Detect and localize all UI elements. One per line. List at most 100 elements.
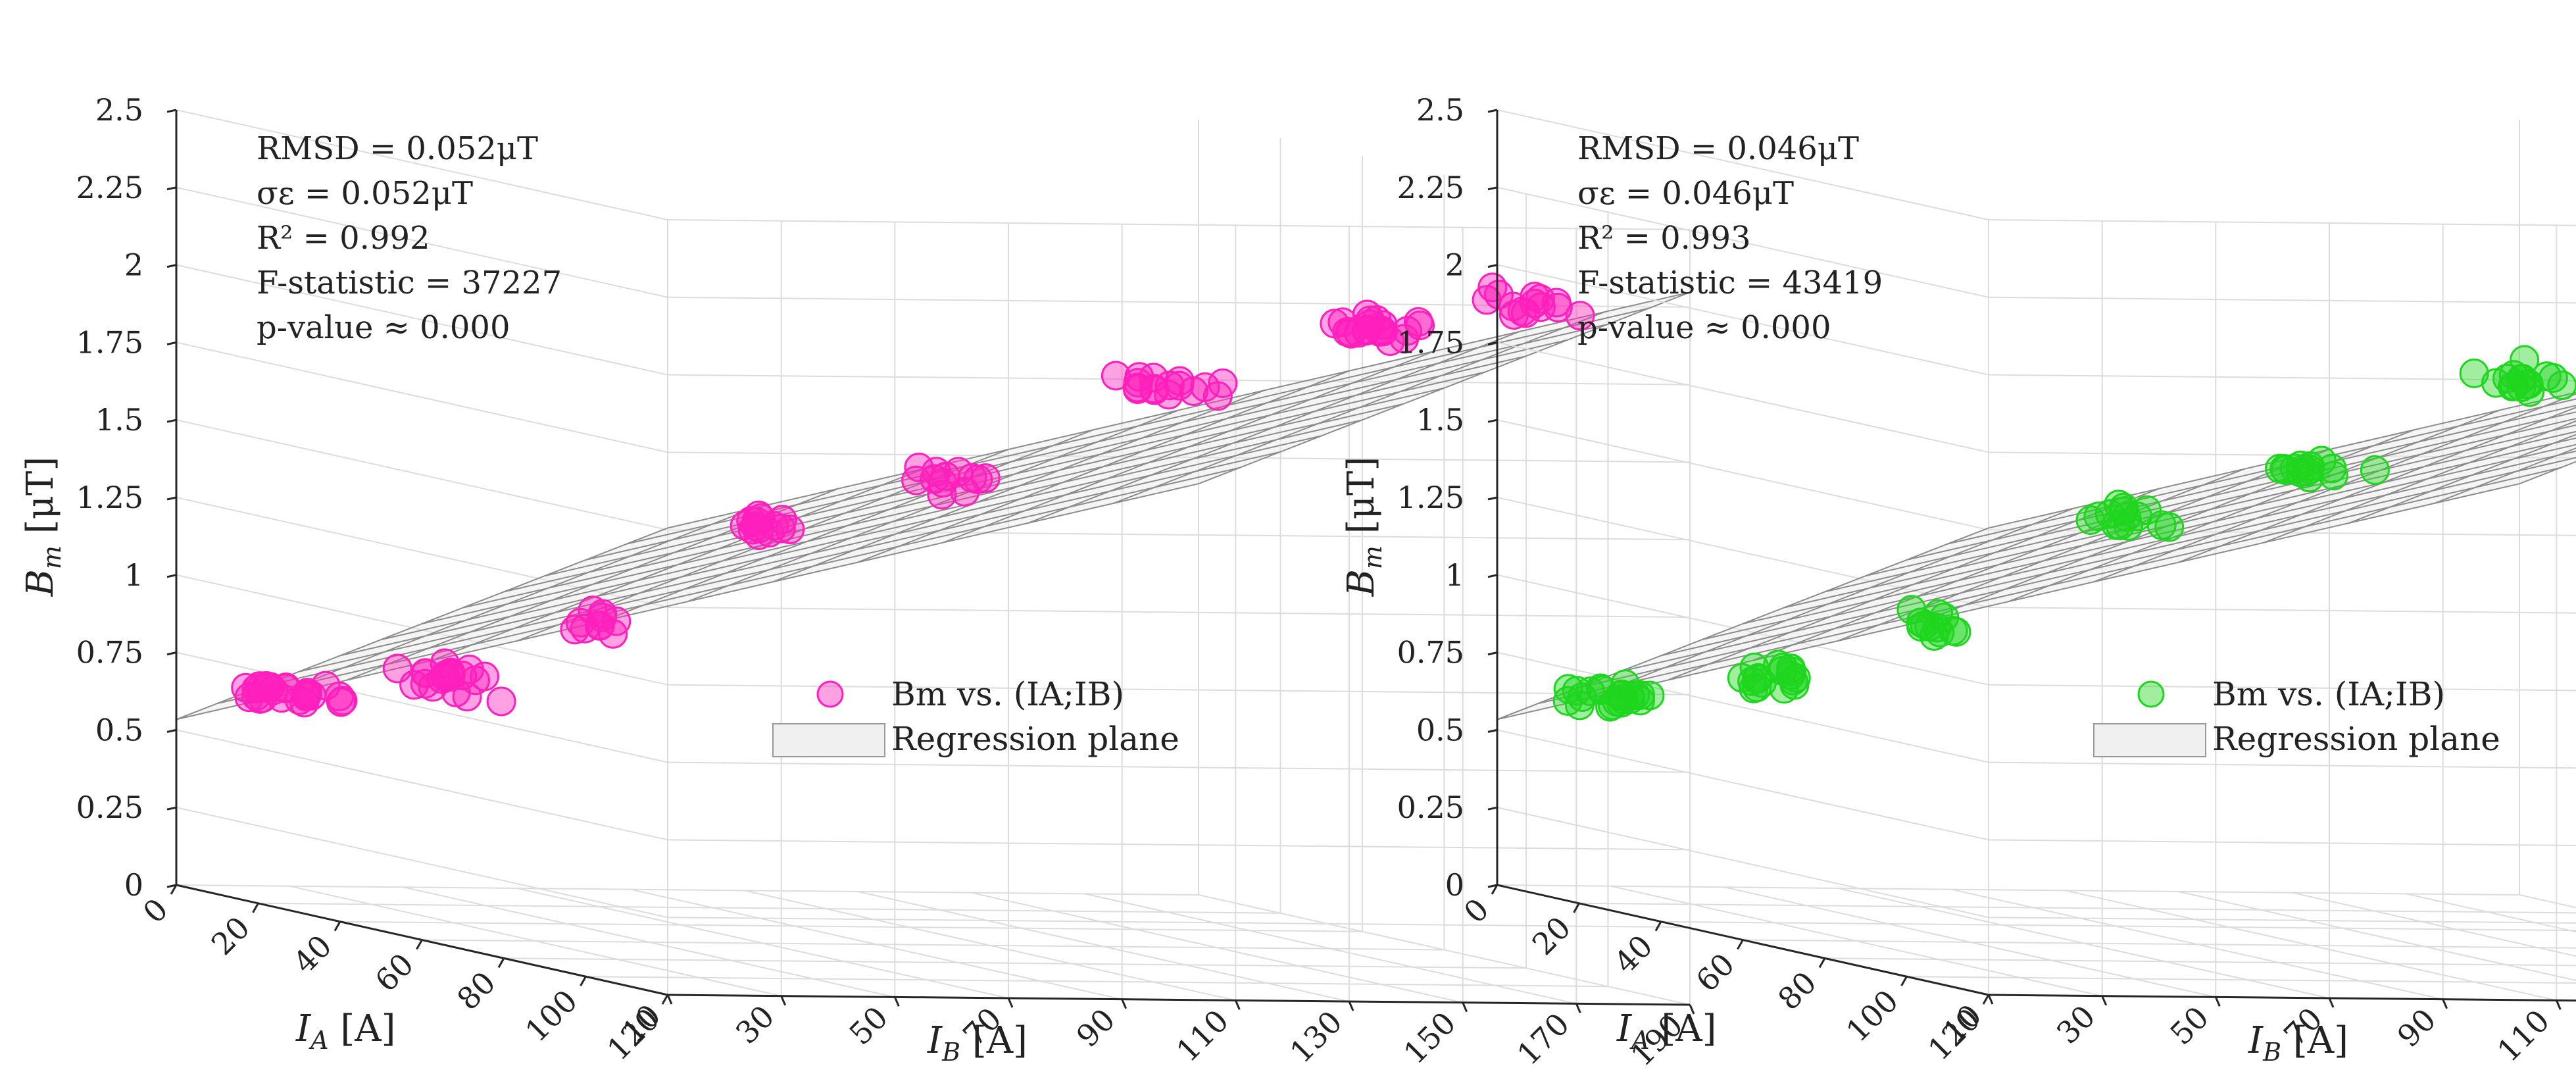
- z-tick-label: 0: [1445, 867, 1464, 903]
- z-tick: [1487, 806, 1498, 811]
- data-point: [1739, 652, 1770, 682]
- legend-label-scatter: Bm vs. (IA;IB): [891, 675, 1124, 713]
- y-floor-gridline: [857, 891, 1350, 1002]
- data-point: [1510, 298, 1541, 328]
- x-floor-gridline: [258, 902, 1281, 914]
- y-tick: [1462, 1002, 1468, 1013]
- y-tick-label: 150: [1397, 1005, 1462, 1071]
- y-tick-label: 30: [729, 998, 781, 1051]
- data-point: [2108, 496, 2139, 526]
- data-point: [1122, 374, 1152, 404]
- y-floor-gridline: [1085, 893, 1577, 1005]
- x-tick: [497, 957, 505, 969]
- stat-rmsd: RMSD = 0.052μT: [257, 130, 538, 167]
- stat-rmsd: RMSD = 0.046μT: [1577, 130, 1859, 167]
- plane-mesh-line: [2434, 447, 2576, 504]
- z-tick: [166, 109, 177, 113]
- z-tick-label: 0.75: [1397, 635, 1464, 670]
- x-tick-label: 80: [1771, 965, 1823, 1017]
- y-tick: [2214, 996, 2221, 1007]
- x-tick-label: 80: [450, 965, 503, 1017]
- y-tick: [1348, 1001, 1354, 1011]
- y-floor-gridline: [1724, 886, 2216, 998]
- legend-marker-scatter: [816, 680, 844, 708]
- z-tick: [166, 884, 177, 888]
- z-tick-label: 1.75: [76, 324, 143, 360]
- y-floor-gridline: [630, 888, 1122, 1000]
- x-floor-gridline: [1906, 976, 2576, 984]
- y-tick: [2555, 999, 2562, 1010]
- y-floor-gridline: [1951, 888, 2443, 1000]
- data-point: [2306, 445, 2337, 476]
- legend: Bm vs. (IA;IB) Regression plane: [772, 675, 1179, 758]
- data-point: [382, 653, 412, 684]
- x-tick-label: 60: [1689, 946, 1742, 999]
- y-tick-label: 170: [1510, 1006, 1576, 1072]
- y-tick-label: 110: [1170, 1003, 1235, 1069]
- y-tick-label: 30: [2050, 998, 2102, 1051]
- z-tick-label: 0.5: [95, 712, 143, 747]
- y-axis-title: IB [A]: [927, 1019, 1028, 1067]
- x-tick-label: 40: [286, 928, 339, 980]
- data-point: [1763, 649, 1793, 680]
- data-point: [486, 686, 516, 717]
- x-tick: [1982, 994, 1990, 1005]
- y-tick-label: 90: [2390, 1001, 2443, 1054]
- z-tick-label: 1: [1445, 557, 1464, 593]
- data-point: [1608, 684, 1639, 715]
- z-tick-label: 0.25: [76, 790, 143, 825]
- x-axis-title: IA [A]: [1616, 1007, 1717, 1055]
- stat-r2: R² = 0.992: [257, 220, 430, 257]
- y-floor-gridline: [971, 892, 1463, 1003]
- data-point: [2531, 361, 2562, 392]
- z-tick-label: 2.5: [1416, 92, 1464, 128]
- data-point: [565, 607, 595, 638]
- data-point: [1779, 670, 1810, 700]
- y-tick: [1121, 999, 1127, 1009]
- z-tick: [1487, 574, 1498, 578]
- data-point: [297, 680, 327, 711]
- data-point: [1124, 362, 1154, 392]
- y-tick-label: 110: [2490, 1003, 2556, 1069]
- x-tick-label: 20: [1525, 909, 1578, 962]
- regression-plane: [1497, 392, 2576, 720]
- x-tick: [580, 976, 587, 986]
- x-tick-label: 40: [1607, 928, 1660, 980]
- x-tick: [334, 921, 341, 932]
- panel-magenta: 0 0.25 0.5 0.75 1 1.25 1.5 1.75 2 2.25 2.5 0 20 40 60 8…: [19, 92, 1695, 1073]
- y-tick: [2442, 999, 2448, 1009]
- y-floor-gridline: [744, 890, 1236, 1001]
- plane-mesh-line: [667, 291, 1691, 529]
- y-floor-gridline: [1610, 885, 2102, 997]
- data-point: [431, 663, 461, 693]
- stat-r2: R² = 0.993: [1577, 220, 1751, 257]
- data-point: [1477, 272, 1508, 303]
- z-tick: [166, 418, 177, 423]
- z-tick: [1487, 264, 1498, 268]
- z-tick: [166, 341, 177, 345]
- z-tick: [1487, 496, 1498, 501]
- data-point: [921, 457, 951, 487]
- y-tick: [1987, 994, 1994, 1005]
- stat-pvalue: p-value ≈ 0.000: [257, 309, 510, 346]
- data-point: [743, 500, 774, 530]
- y-floor-gridline: [289, 885, 781, 997]
- stats-annotation: RMSD = 0.052μT σε = 0.052μT R² = 0.992 F-st…: [257, 130, 562, 346]
- x-tick: [252, 903, 259, 913]
- plane-mesh-line: [1198, 291, 1691, 485]
- z-tick-label: 0: [124, 867, 143, 903]
- z-tick-label: 1.25: [1397, 480, 1464, 515]
- data-point: [452, 682, 482, 712]
- z-tick: [166, 496, 177, 501]
- plane-mesh-line: [1947, 398, 2576, 545]
- y-floor-gridline: [516, 888, 1009, 999]
- y-tick: [893, 996, 900, 1007]
- data-point: [927, 480, 957, 510]
- scatter-points: [231, 272, 1595, 718]
- legend-marker-scatter: [2137, 680, 2165, 708]
- x-tick: [1818, 957, 1826, 969]
- y-tick: [1007, 998, 1014, 1008]
- data-point: [1190, 372, 1220, 402]
- data-point: [1739, 673, 1769, 703]
- y-floor-gridline: [1837, 888, 2330, 999]
